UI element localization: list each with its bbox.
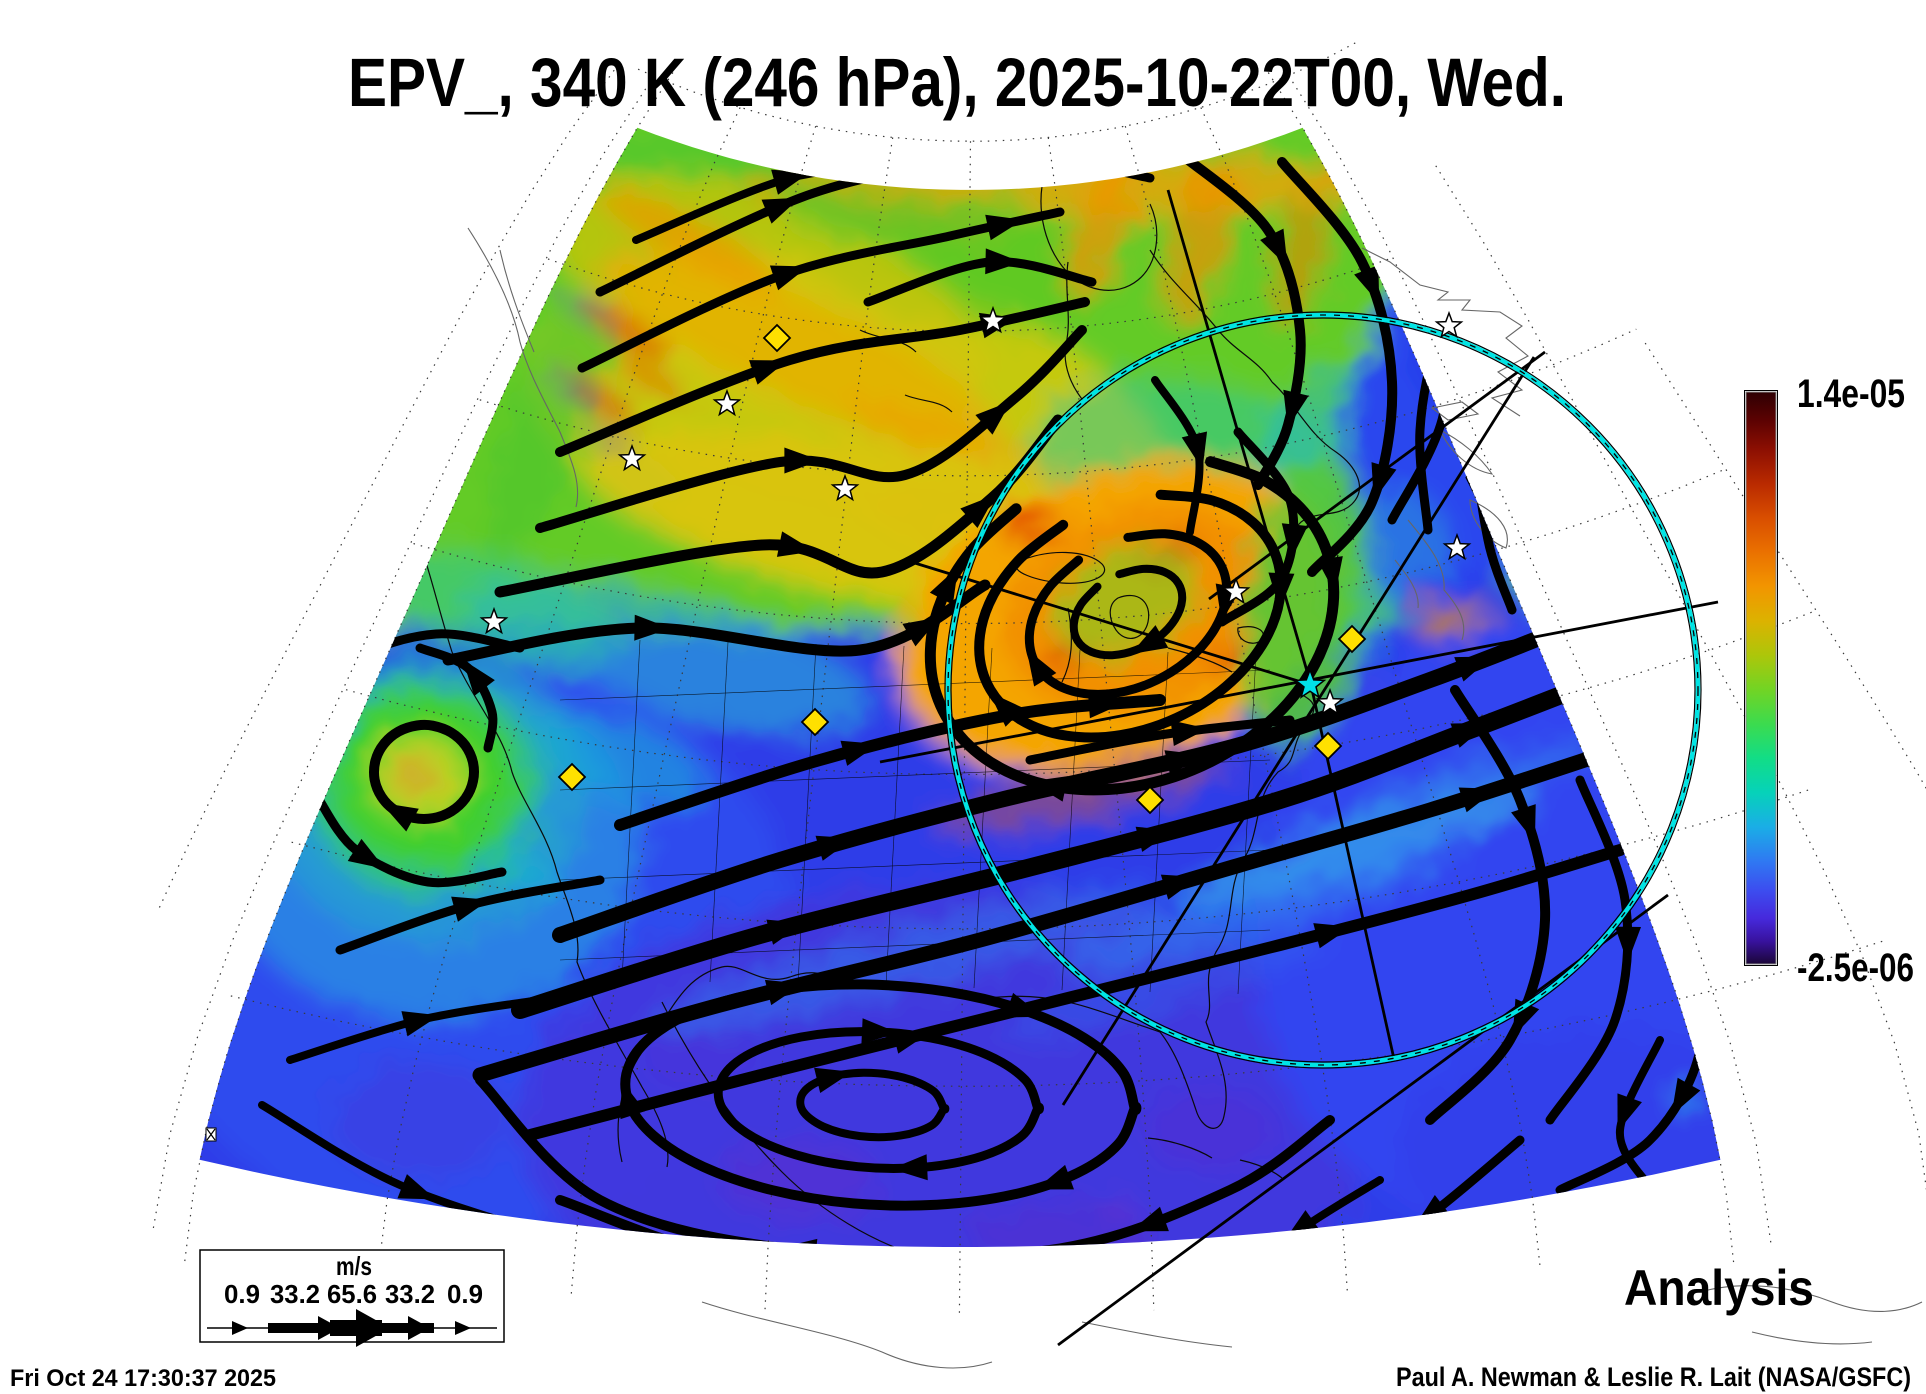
svg-text:65.6: 65.6	[327, 1279, 377, 1309]
svg-text:Analysis: Analysis	[1624, 1260, 1814, 1316]
svg-text:-2.5e-06: -2.5e-06	[1797, 946, 1914, 990]
svg-text:Paul A. Newman & Leslie R. Lai: Paul A. Newman & Leslie R. Lait (NASA/GS…	[1396, 1362, 1911, 1392]
svg-text:1.4e-05: 1.4e-05	[1797, 372, 1905, 416]
svg-text:0.9: 0.9	[447, 1279, 483, 1309]
svg-text:0.9: 0.9	[224, 1279, 260, 1309]
svg-text:Fri Oct 24 17:30:37 2025: Fri Oct 24 17:30:37 2025	[10, 1365, 276, 1392]
svg-text:33.2: 33.2	[270, 1279, 320, 1309]
svg-text:m/s: m/s	[336, 1251, 372, 1281]
svg-text:33.2: 33.2	[385, 1279, 435, 1309]
svg-text:EPV_, 340 K (246 hPa), 2025-10: EPV_, 340 K (246 hPa), 2025-10-22T00, We…	[348, 44, 1566, 121]
